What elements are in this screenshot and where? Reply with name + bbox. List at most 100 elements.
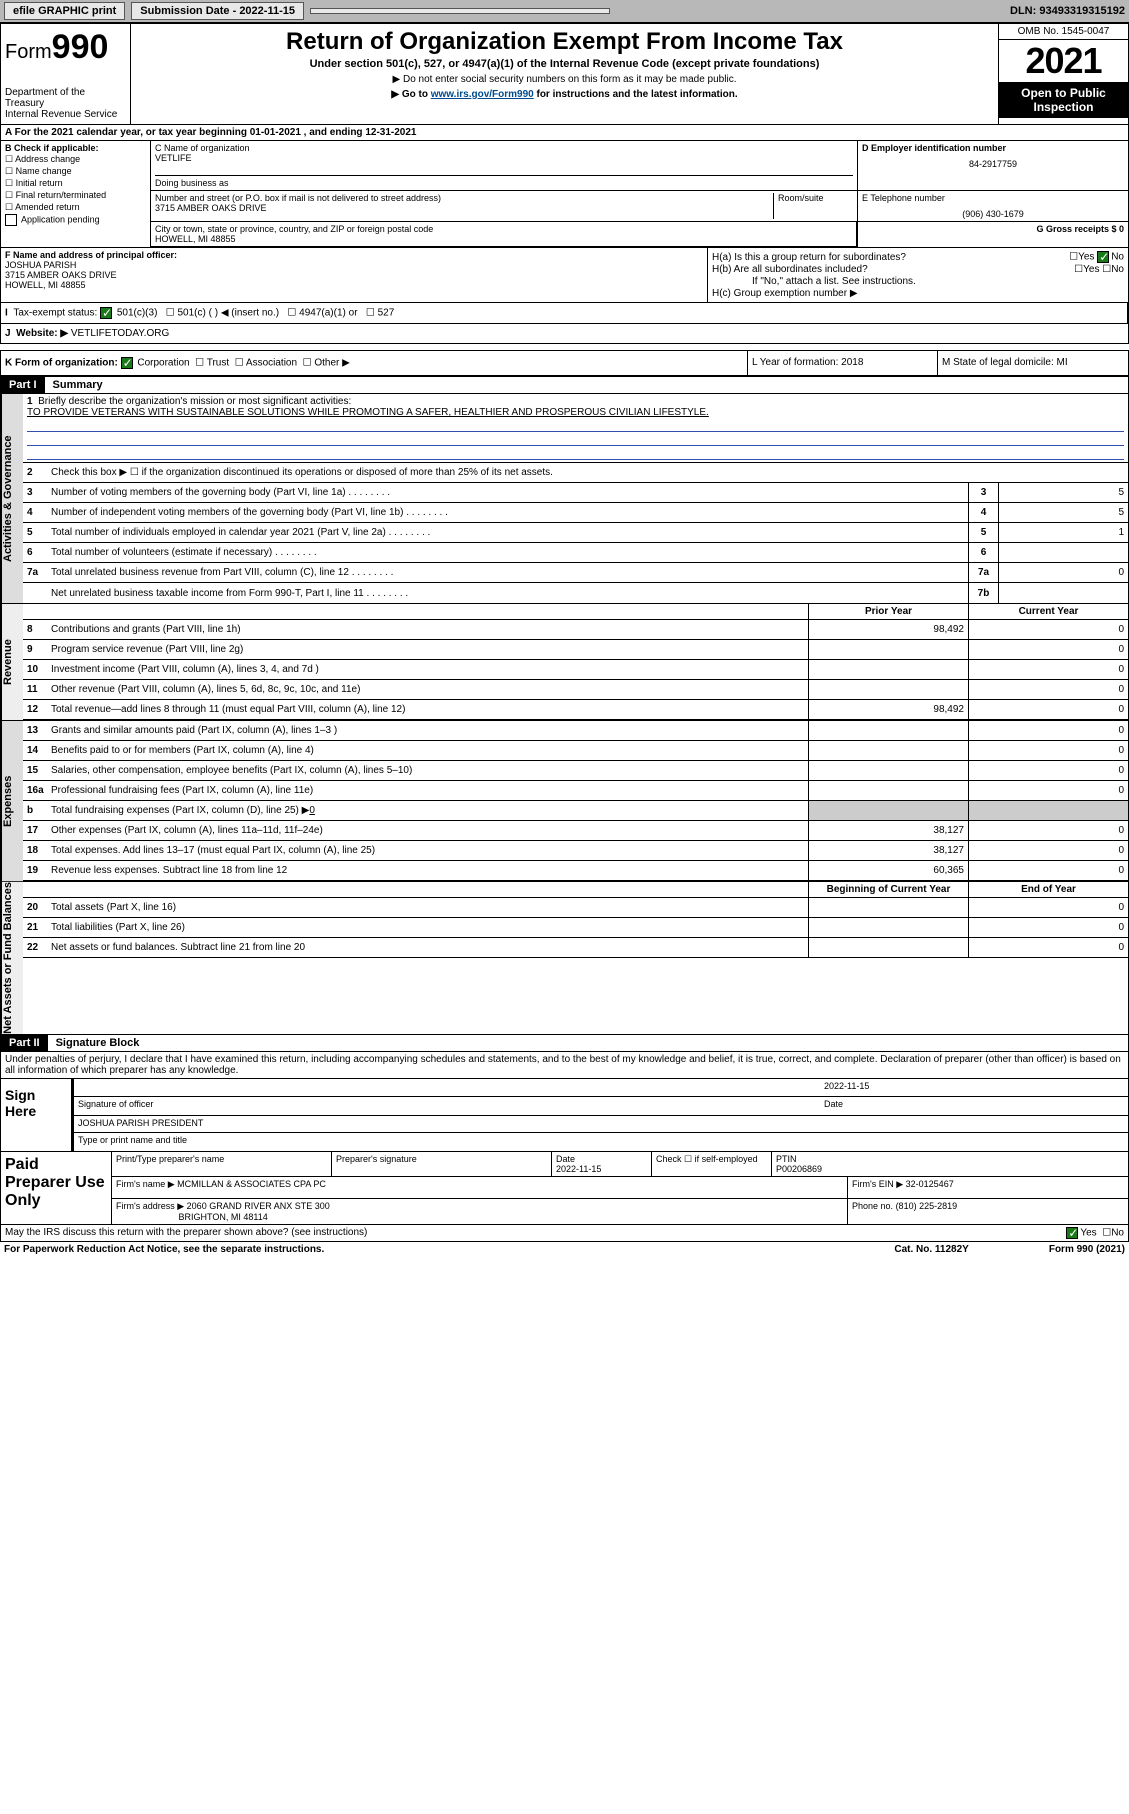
l11: Other revenue (Part VIII, column (A), li…: [51, 680, 808, 699]
l18: Total expenses. Add lines 13–17 (must eq…: [51, 841, 808, 860]
c9: 0: [968, 640, 1128, 659]
open-public-badge: Open to Public Inspection: [999, 82, 1128, 118]
c21: 0: [968, 918, 1128, 937]
l4: Number of independent voting members of …: [51, 505, 968, 520]
ha-label: H(a) Is this a group return for subordin…: [712, 252, 906, 263]
ha-yes: Yes: [1078, 252, 1094, 263]
vtab-revenue: Revenue: [1, 604, 23, 720]
chk-final: Final return/terminated: [16, 190, 107, 200]
section-h: H(a) Is this a group return for subordin…: [708, 248, 1128, 302]
c17: 0: [968, 821, 1128, 840]
street-val: 3715 AMBER OAKS DRIVE: [155, 203, 773, 213]
v3: 5: [998, 483, 1128, 502]
irs-link[interactable]: www.irs.gov/Form990: [431, 89, 534, 100]
l15: Salaries, other compensation, employee b…: [51, 761, 808, 780]
firm-phone-label: Phone no.: [852, 1201, 893, 1211]
p8: 98,492: [808, 620, 968, 639]
part2-title: Signature Block: [48, 1035, 148, 1051]
form-prefix: Form: [5, 41, 52, 63]
l7a: Total unrelated business revenue from Pa…: [51, 565, 968, 580]
penalty-text: Under penalties of perjury, I declare th…: [1, 1052, 1128, 1079]
firm-addr2: BRIGHTON, MI 48114: [179, 1212, 268, 1222]
ha-no: No: [1111, 252, 1124, 263]
form-note1: ▶ Do not enter social security numbers o…: [135, 74, 994, 85]
irs-label: Internal Revenue Service: [5, 109, 126, 120]
f-label: F Name and address of principal officer:: [5, 250, 177, 260]
omb-number: OMB No. 1545-0047: [999, 24, 1128, 40]
vtab-activities: Activities & Governance: [1, 394, 23, 603]
g-gross: G Gross receipts $ 0: [1036, 224, 1124, 234]
l13: Grants and similar amounts paid (Part IX…: [51, 721, 808, 740]
i-o3: 4947(a)(1) or: [299, 308, 357, 319]
l6: Total number of volunteers (estimate if …: [51, 545, 968, 560]
firm-ein: 32-0125467: [906, 1179, 954, 1189]
hb-label: H(b) Are all subordinates included?: [712, 264, 868, 275]
p17: 38,127: [808, 821, 968, 840]
chk-name: Name change: [16, 166, 72, 176]
section-l: L Year of formation: 2018: [748, 351, 938, 375]
section-m: M State of legal domicile: MI: [938, 351, 1128, 375]
discuss-yes-check-icon: [1066, 1227, 1078, 1239]
l8: Contributions and grants (Part VIII, lin…: [51, 620, 808, 639]
c12: 0: [968, 700, 1128, 719]
hb-no: No: [1111, 264, 1124, 275]
blank-button[interactable]: [310, 8, 610, 14]
k-o2: Trust: [207, 358, 229, 369]
c10: 0: [968, 660, 1128, 679]
l12: Total revenue—add lines 8 through 11 (mu…: [51, 700, 808, 719]
l17: Other expenses (Part IX, column (A), lin…: [51, 821, 808, 840]
dept-label: Department of the Treasury: [5, 87, 126, 109]
k-corp-check-icon: [121, 357, 133, 369]
firm-name-label: Firm's name ▶: [116, 1179, 175, 1189]
sig-officer-label: Signature of officer: [78, 1099, 824, 1113]
hb-note: If "No," attach a list. See instructions…: [752, 276, 916, 287]
k-o3: Association: [246, 358, 297, 369]
c19: 0: [968, 861, 1128, 880]
prep-sig-label: Preparer's signature: [332, 1152, 552, 1176]
k-label: K Form of organization:: [5, 358, 118, 369]
firm-name: MCMILLAN & ASSOCIATES CPA PC: [177, 1179, 326, 1189]
p12: 98,492: [808, 700, 968, 719]
v5: 1: [998, 523, 1128, 542]
f-name: JOSHUA PARISH: [5, 260, 703, 270]
prep-date: 2022-11-15: [556, 1164, 601, 1174]
firm-phone: (810) 225-2819: [896, 1201, 958, 1211]
mission-text: TO PROVIDE VETERANS WITH SUSTAINABLE SOL…: [27, 407, 709, 418]
e-label: E Telephone number: [862, 193, 1124, 203]
efile-print-button[interactable]: efile GRAPHIC print: [4, 2, 125, 20]
ptin-val: P00206869: [776, 1164, 822, 1174]
footer-left: For Paperwork Reduction Act Notice, see …: [4, 1244, 324, 1255]
discuss-label: May the IRS discuss this return with the…: [5, 1227, 367, 1238]
i-o1: 501(c)(3): [117, 308, 158, 319]
l9: Program service revenue (Part VIII, line…: [51, 640, 808, 659]
c13: 0: [968, 721, 1128, 740]
prep-name-label: Print/Type preparer's name: [112, 1152, 332, 1176]
c-name-label: C Name of organization: [155, 143, 853, 153]
firm-addr-label: Firm's address ▶: [116, 1201, 184, 1211]
sig-date: 2022-11-15: [824, 1081, 1124, 1094]
i-o4: 527: [378, 308, 395, 319]
footer-right: Form 990 (2021): [1049, 1244, 1125, 1255]
l16a: Professional fundraising fees (Part IX, …: [51, 781, 808, 800]
form-number: 990: [52, 28, 109, 66]
c11: 0: [968, 680, 1128, 699]
section-i: I Tax-exempt status: 501(c)(3) ☐ 501(c) …: [1, 303, 1128, 323]
v7a: 0: [998, 563, 1128, 582]
l14: Benefits paid to or for members (Part IX…: [51, 741, 808, 760]
city-val: HOWELL, MI 48855: [155, 234, 852, 244]
i-501c3-check-icon: [100, 307, 112, 319]
section-b-title: B Check if applicable:: [5, 143, 99, 153]
vtab-expenses: Expenses: [1, 721, 23, 881]
submission-date-button[interactable]: Submission Date - 2022-11-15: [131, 2, 304, 20]
l19: Revenue less expenses. Subtract line 18 …: [51, 861, 808, 880]
section-b: B Check if applicable: ☐ Address change …: [1, 141, 151, 247]
dln-label: DLN: 93493319315192: [1010, 5, 1125, 17]
date-label: Date: [824, 1099, 1124, 1113]
l20: Total assets (Part X, line 16): [51, 898, 808, 917]
l16b-val: 0: [309, 805, 315, 816]
top-toolbar: efile GRAPHIC print Submission Date - 20…: [0, 0, 1129, 22]
l16b-pre: Total fundraising expenses (Part IX, col…: [51, 805, 309, 816]
j-label: Website: ▶: [16, 328, 68, 339]
note2-pre: ▶ Go to: [391, 89, 430, 100]
k-o4: Other ▶: [314, 358, 349, 369]
